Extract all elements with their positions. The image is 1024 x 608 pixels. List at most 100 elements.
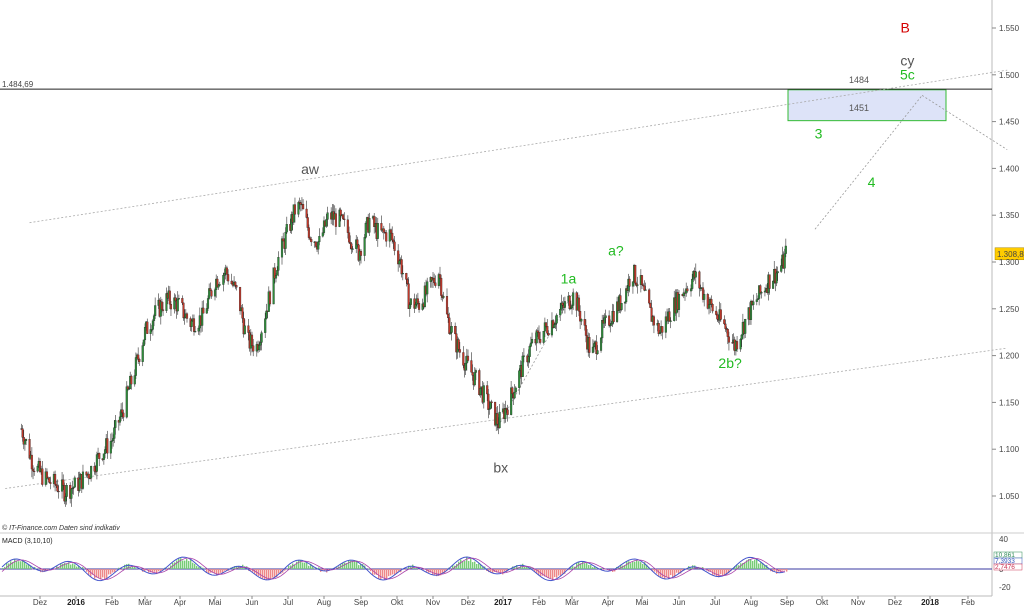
macd-hist-bar [306, 562, 308, 569]
candle-body [398, 260, 401, 265]
candle-body [346, 219, 349, 233]
candle-body [640, 275, 644, 286]
macd-hist-bar [562, 569, 564, 574]
candle-body [118, 416, 122, 423]
macd-hist-bar [500, 569, 502, 573]
macd-hist-bar [712, 569, 714, 575]
macd-hist-bar [328, 569, 330, 570]
candle-body [707, 304, 711, 309]
candle-body [474, 370, 477, 373]
candle-body [440, 277, 443, 296]
candle-body [568, 295, 571, 309]
macd-hist-bar [160, 569, 162, 572]
candle-body [293, 204, 297, 215]
macd-hist-bar [284, 569, 286, 571]
candle-body [174, 297, 177, 302]
candle-body [752, 301, 755, 305]
candle-body [154, 305, 157, 316]
macd-hist-bar [630, 563, 632, 569]
candle-body [642, 284, 645, 287]
macd-hist-bar [690, 567, 692, 569]
candle-body [780, 265, 783, 272]
candle-body [462, 352, 465, 366]
x-tick-label: Dez [461, 598, 475, 607]
macd-hist-bar [648, 567, 650, 569]
candle-body [510, 387, 513, 415]
candle-body [363, 237, 366, 256]
macd-hist-bar [348, 560, 350, 569]
macd-hist-bar [322, 569, 324, 571]
macd-hist-bar [748, 559, 750, 569]
candle-body [206, 298, 210, 309]
macd-hist-bar [102, 569, 104, 578]
candle-body [21, 428, 24, 438]
candle-body [579, 311, 582, 322]
macd-hist-bar [620, 564, 622, 569]
candle-body [70, 488, 73, 499]
candle-body [318, 236, 321, 243]
candle-body [310, 239, 313, 243]
macd-hist-bar [34, 566, 36, 569]
macd-hist-bar [358, 565, 360, 569]
macd-hist-bar [280, 569, 282, 574]
candle-body [442, 296, 445, 298]
macd-hist-bar [554, 569, 556, 578]
candle-body [137, 354, 140, 360]
candle-body [276, 270, 279, 276]
candle-body [438, 274, 442, 279]
x-tick-label: Mai [209, 598, 222, 607]
macd-hist-bar [728, 569, 730, 574]
macd-hist-bar [296, 561, 298, 569]
candle-body [272, 267, 275, 305]
macd-hist-bar [82, 567, 84, 569]
candle-body [604, 315, 607, 318]
candle-body [486, 385, 489, 395]
macd-hist-bar [528, 568, 530, 569]
macd-hist-bar [394, 569, 396, 575]
macd-hist-bar [602, 569, 604, 570]
x-tick-label: Okt [816, 598, 829, 607]
candle-body [772, 280, 775, 289]
candle-body [350, 243, 353, 249]
candle-body [181, 298, 184, 304]
candle-body [449, 332, 452, 334]
candle-body [506, 409, 509, 415]
macd-hist-bar [74, 564, 76, 569]
candle-body [73, 477, 76, 488]
candle-body [222, 275, 225, 285]
macd-hist-bar [290, 565, 292, 569]
macd-hist-bar [526, 566, 528, 569]
x-tick-label: Apr [174, 598, 187, 607]
macd-hist-bar [718, 569, 720, 578]
candle-body [530, 339, 534, 344]
hline-label: 1.484,69 [2, 80, 34, 89]
candle-body [644, 289, 647, 291]
macd-signal-line [1, 557, 786, 581]
candle-body [201, 307, 204, 326]
macd-hist-bar [154, 569, 156, 572]
macd-hist-bar [396, 569, 398, 574]
candle-body [113, 427, 116, 439]
x-tick-label: Sep [354, 598, 369, 607]
candle-body [400, 259, 403, 275]
wave-label: a? [608, 242, 624, 258]
candle-body [125, 386, 128, 418]
candle-body [528, 346, 531, 357]
macd-hist-bar [202, 567, 204, 569]
macd-hist-bar [664, 569, 666, 579]
macd-hist-bar [130, 567, 132, 569]
macd-hist-bar [552, 569, 554, 581]
candle-body [513, 391, 516, 399]
candle-body [409, 298, 412, 305]
candle-body [351, 248, 354, 250]
macd-hist-bar [580, 563, 582, 569]
candle-body [380, 223, 383, 231]
candle-body [719, 309, 722, 320]
macd-hist-bar [378, 569, 380, 580]
candle-body [710, 299, 713, 305]
macd-hist-bar [298, 560, 300, 569]
target-zone-lower-label: 1451 [849, 103, 869, 113]
macd-hist-bar [466, 557, 468, 569]
candle-body [521, 355, 524, 377]
